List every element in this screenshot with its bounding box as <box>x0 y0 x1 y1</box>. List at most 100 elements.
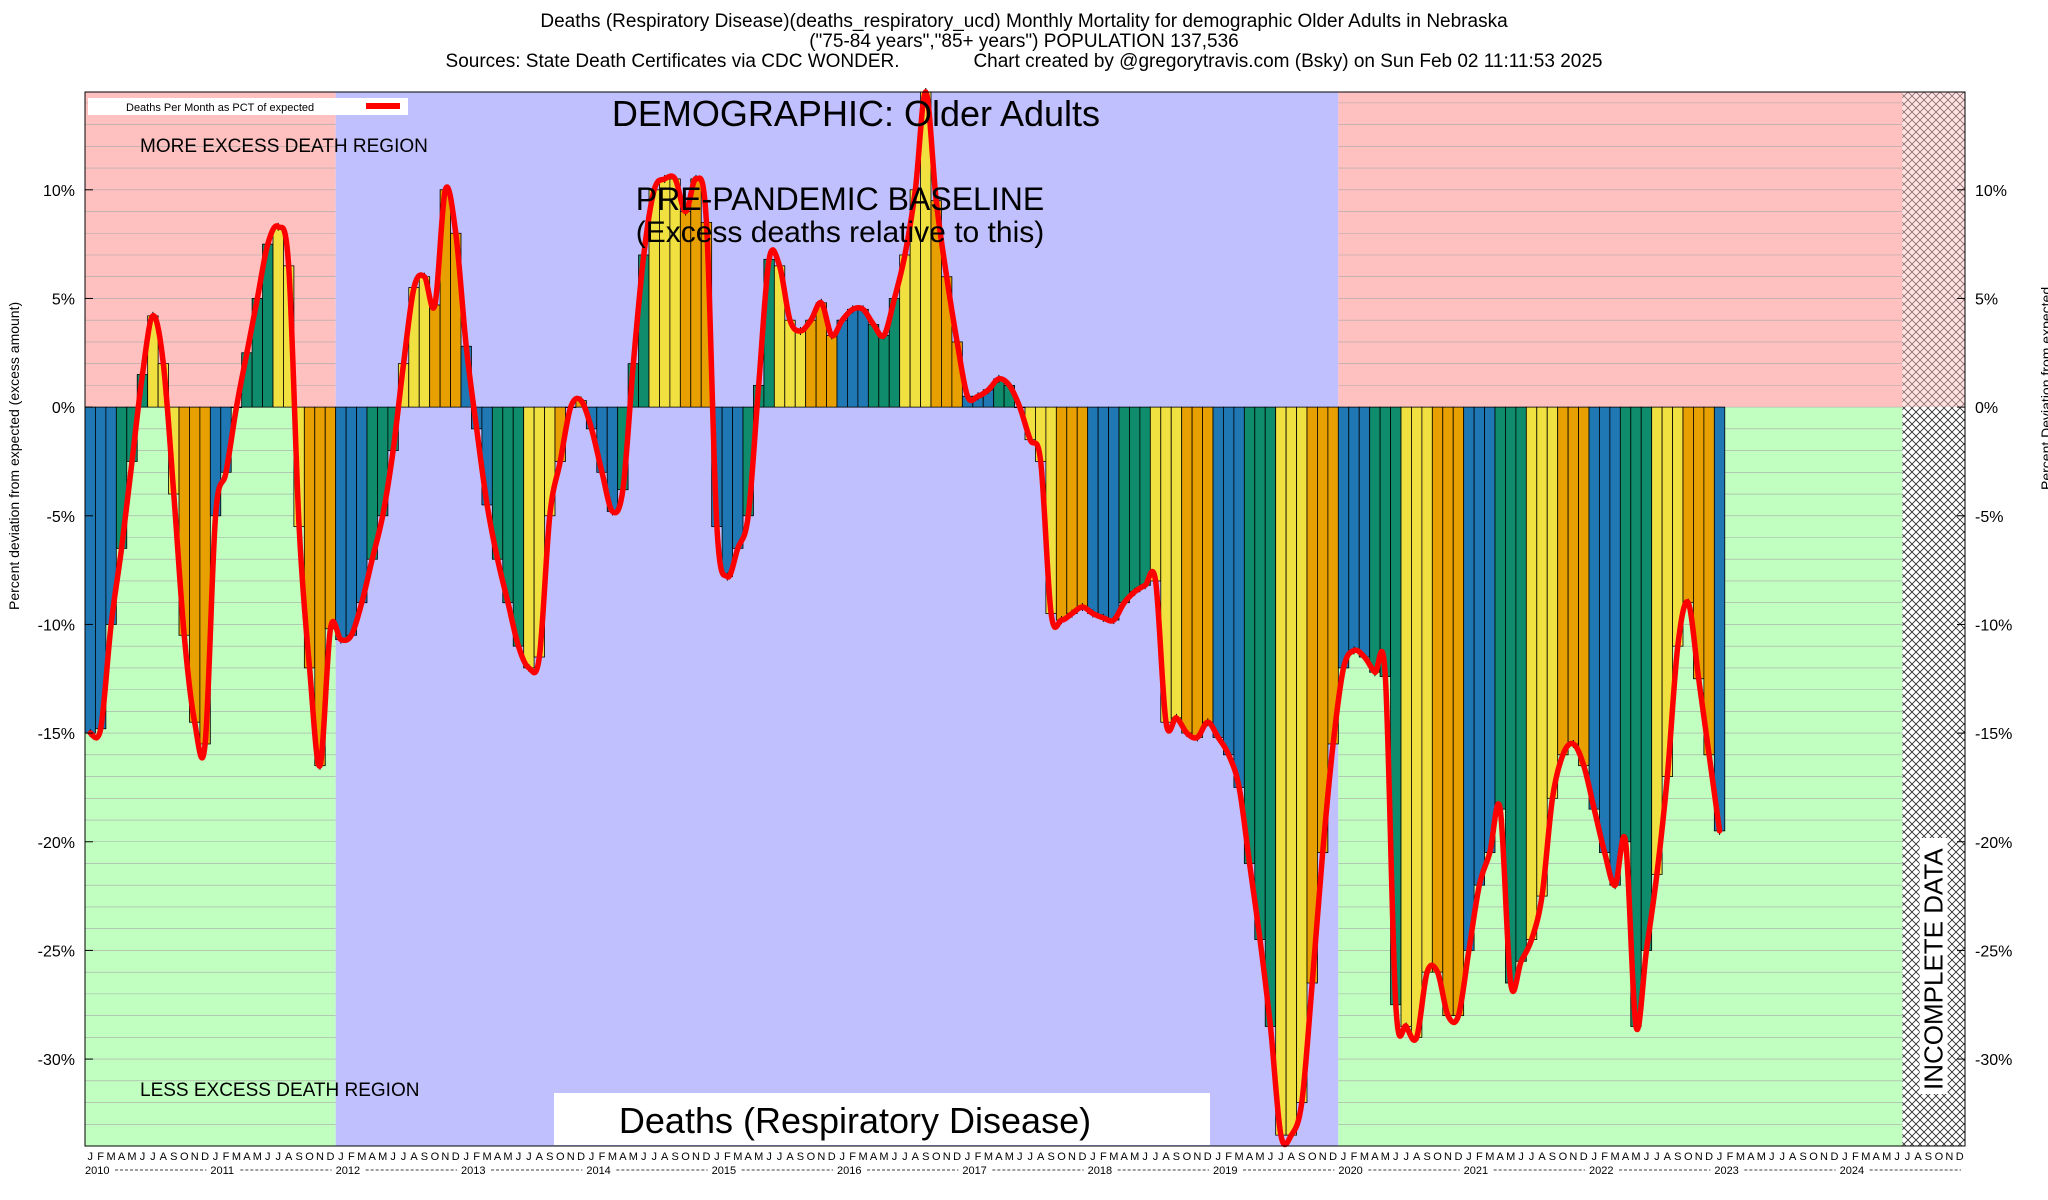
x-tick-label-month: M <box>107 1151 116 1163</box>
x-tick-label-month: N <box>316 1151 324 1163</box>
x-tick-label-month: A <box>285 1151 293 1163</box>
x-tick-label-month: O <box>1684 1151 1693 1163</box>
x-tick-label-year: 2017 <box>962 1165 986 1177</box>
x-tick-label-month: A <box>369 1151 377 1163</box>
x-tick-label-month: A <box>536 1151 544 1163</box>
y-tick-label-right: -30% <box>1975 1052 2012 1069</box>
y-tick-label-left: -25% <box>38 943 75 960</box>
bar <box>1452 406 1465 1017</box>
legend-label: Deaths Per Month as PCT of expected <box>126 102 314 114</box>
x-tick-label-month: J <box>1215 1151 1221 1163</box>
x-tick-label-month: J <box>777 1151 783 1163</box>
x-tick-label-month: F <box>1852 1151 1859 1163</box>
bar <box>1567 406 1579 745</box>
bar <box>523 406 535 669</box>
bar <box>847 308 859 408</box>
x-tick-label-month: J <box>1654 1151 1660 1163</box>
y-tick-label-right: 10% <box>1975 183 2007 200</box>
x-tick-label-month: S <box>170 1151 177 1163</box>
x-tick-label-month: J <box>902 1151 908 1163</box>
bar <box>1463 406 1475 951</box>
x-tick-label-month: A <box>1497 1151 1505 1163</box>
x-tick-label-month: A <box>912 1151 920 1163</box>
bar <box>732 406 744 549</box>
x-tick-label-month: O <box>1057 1151 1066 1163</box>
incomplete-region-top-tint <box>1902 92 1965 408</box>
x-tick-label-month: J <box>526 1151 532 1163</box>
x-tick-label-month: J <box>1403 1151 1409 1163</box>
y-tick-label-left: 5% <box>52 291 75 308</box>
x-tick-label-month: A <box>160 1151 168 1163</box>
x-tick-label-month: F <box>849 1151 856 1163</box>
x-tick-label-month: A <box>661 1151 669 1163</box>
bar <box>878 334 890 408</box>
bar <box>1243 406 1256 864</box>
x-tick-label-month: M <box>733 1151 742 1163</box>
x-tick-label-month: A <box>745 1151 753 1163</box>
bar <box>1129 406 1141 593</box>
x-tick-label-month: A <box>995 1151 1003 1163</box>
bar <box>1536 406 1548 897</box>
y-tick-label-left: 10% <box>43 183 75 200</box>
x-tick-label-month: J <box>1278 1151 1284 1163</box>
bar <box>1713 406 1726 832</box>
x-tick-label-month: J <box>1027 1151 1033 1163</box>
x-tick-label-month: F <box>1225 1151 1232 1163</box>
bar <box>1285 406 1297 1136</box>
x-tick-label-month: J <box>1341 1151 1347 1163</box>
bar <box>1076 406 1089 608</box>
chart-source: Sources: State Death Certificates via CD… <box>445 51 1603 72</box>
series-line <box>87 89 1723 1148</box>
bar <box>1400 406 1412 1027</box>
x-tick-label-month: D <box>1204 1151 1212 1163</box>
x-tick-label-month: N <box>1193 1151 1201 1163</box>
x-tick-label-month: D <box>1329 1151 1337 1163</box>
x-tick-label-month: N <box>943 1151 951 1163</box>
y-tick-label-right: -5% <box>1975 509 2003 526</box>
x-tick-label-month: N <box>1319 1151 1327 1163</box>
incomplete-label-box <box>1919 838 1948 1094</box>
x-tick-label-month: J <box>1142 1151 1148 1163</box>
bar <box>502 406 514 604</box>
bar <box>1337 406 1350 669</box>
bar <box>1097 406 1109 619</box>
x-tick-label-month: M <box>127 1151 136 1163</box>
bar <box>1484 406 1496 854</box>
bar <box>1254 406 1266 940</box>
bar <box>512 406 525 647</box>
x-tick-label-month: O <box>681 1151 690 1163</box>
x-tick-label-month: M <box>754 1151 763 1163</box>
x-tick-label-month: J <box>150 1151 156 1163</box>
bar <box>805 319 817 408</box>
bar <box>1515 406 1527 962</box>
bar <box>1108 406 1120 621</box>
x-tick-label-month: J <box>1894 1151 1900 1163</box>
y-tick-label-left: -10% <box>38 617 75 634</box>
x-tick-label-month: M <box>1485 1151 1494 1163</box>
x-tick-label-month: M <box>1109 1151 1118 1163</box>
x-tick-label-month: D <box>1580 1151 1588 1163</box>
x-tick-label-month: M <box>253 1151 262 1163</box>
x-tick-label-month: J <box>1905 1151 1911 1163</box>
x-tick-label-month: D <box>1454 1151 1462 1163</box>
y-tick-label-left: -30% <box>38 1052 75 1069</box>
x-tick-label-month: A <box>1288 1151 1296 1163</box>
x-tick-label-month: A <box>1121 1151 1129 1163</box>
bar <box>1599 406 1611 854</box>
less-excess-label: LESS EXCESS DEATH REGION <box>140 1080 419 1101</box>
x-tick-label-month: N <box>1820 1151 1828 1163</box>
y-tick-label-right: 5% <box>1975 291 1998 308</box>
x-tick-label-month: S <box>1173 1151 1180 1163</box>
x-tick-label-month: S <box>1925 1151 1932 1163</box>
x-tick-label-month: O <box>807 1151 816 1163</box>
legend-box <box>88 98 408 115</box>
bar <box>1275 406 1287 1136</box>
bar <box>794 330 807 408</box>
bar <box>1233 406 1245 788</box>
bar <box>857 308 869 408</box>
x-tick-label-month: A <box>410 1151 418 1163</box>
bar <box>1264 406 1277 1027</box>
x-tick-label-month: A <box>1162 1151 1170 1163</box>
